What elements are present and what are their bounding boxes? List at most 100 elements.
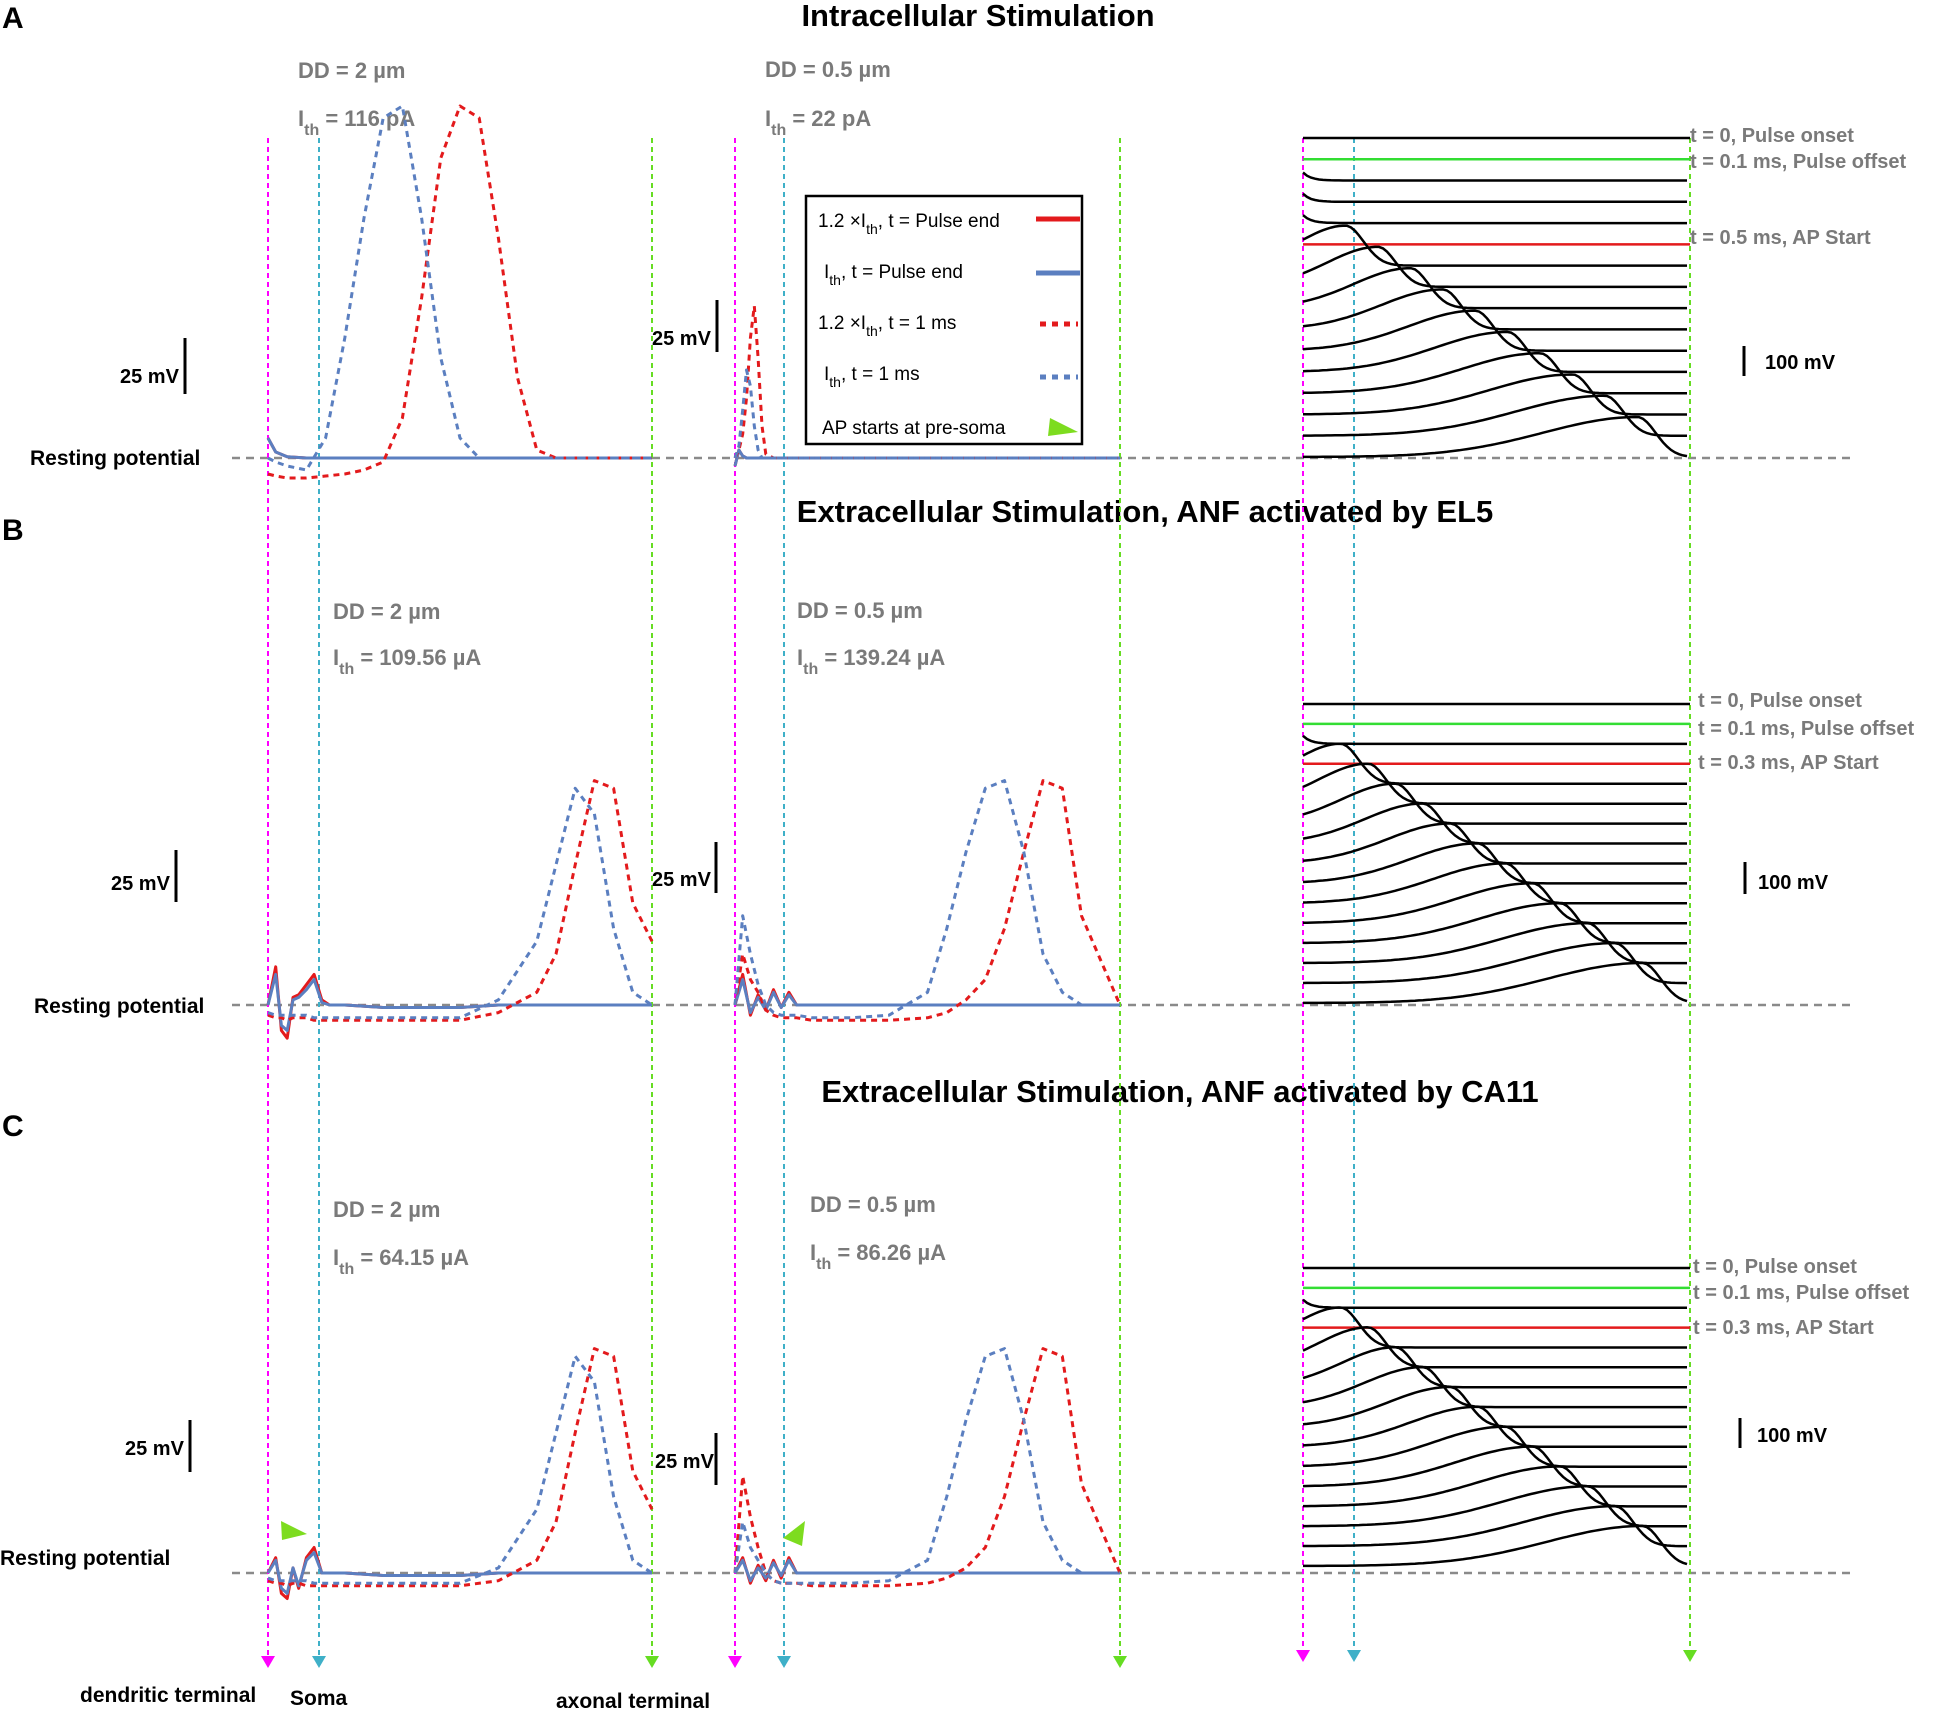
scale-label-a2: 25 mV <box>652 328 712 350</box>
waterfall-a-line-8 <box>1302 266 1687 310</box>
waterfall-c-trace-12 <box>1303 1465 1687 1508</box>
waterfall-c-line-8 <box>1302 1385 1687 1429</box>
waterfall-b-trace-6 <box>1302 782 1687 825</box>
trace-a1-2 <box>267 104 652 480</box>
waterfall-b-trace-9 <box>1302 842 1687 885</box>
soma-line-3-arrow-icon <box>1347 1650 1361 1662</box>
dendritic-line-3-arrow-icon <box>1296 1650 1310 1662</box>
scale-label-b1: 25 mV <box>111 873 171 895</box>
trace-b2-0 <box>733 972 1120 1017</box>
soma-line-2-arrow-icon <box>777 1656 791 1668</box>
waterfall-a-trace-9 <box>1302 288 1687 331</box>
trace-b1-1 <box>266 972 652 1032</box>
waterfall-c-line-4 <box>1302 1306 1687 1349</box>
waterfall-c-line-14 <box>1303 1504 1687 1548</box>
waterfall-a-line-10 <box>1302 309 1687 352</box>
waterfall-b-line-9 <box>1302 842 1687 885</box>
scale-label-c2: 25 mV <box>655 1451 715 1473</box>
waterfall-c-line-15 <box>1303 1524 1688 1568</box>
trace-c2-1 <box>733 1558 1120 1583</box>
panel-label-a: A <box>2 2 24 35</box>
waterfall-b-trace-14 <box>1302 941 1688 985</box>
waterfall-a-line-14 <box>1303 394 1687 437</box>
wf-label-a2: t = 0.5 ms, AP Start <box>1690 227 1871 249</box>
scale-label-c1: 25 mV <box>125 1438 185 1460</box>
soma-line-1-arrow-icon <box>312 1656 326 1668</box>
ap-arrow-c1-icon <box>281 1521 307 1540</box>
waterfall-a-trace-13 <box>1303 373 1687 416</box>
waterfall-b-line-6 <box>1302 782 1687 825</box>
waterfall-b-line-12 <box>1303 901 1687 945</box>
ith-label-a2: Ith = 22 pA <box>765 106 871 139</box>
waterfall-a-trace-6 <box>1302 224 1687 267</box>
scale-label-a1: 25 mV <box>120 366 180 388</box>
axonal-line-3-arrow-icon <box>1683 1650 1697 1662</box>
waterfall-a-line-7 <box>1302 245 1687 289</box>
waterfall-c-trace-5 <box>1302 1326 1687 1369</box>
resting-lines <box>232 456 1855 1575</box>
title-a: Intracellular Stimulation <box>801 0 1154 33</box>
waterfall-a-trace-2 <box>1302 171 1687 182</box>
waterfall-a-line-15 <box>1303 415 1688 459</box>
legend-swatch-arrow-icon <box>1048 418 1078 436</box>
waterfall-a-trace-14 <box>1303 394 1687 437</box>
waterfall-c-trace-2 <box>1302 1298 1687 1309</box>
waterfall-b-line-10 <box>1302 862 1687 905</box>
panel-label-c: C <box>2 1110 24 1143</box>
dendritic-line-1-arrow-icon <box>261 1656 275 1668</box>
ap-arrow-c2-icon <box>783 1521 805 1546</box>
resting-label-b: Resting potential <box>34 995 204 1018</box>
legend-label-1: Ith, t = Pulse end <box>824 262 963 288</box>
axonal-line-1-arrow-icon <box>645 1656 659 1668</box>
dd-label-a1: DD = 2 µm <box>298 58 405 83</box>
waterfall-c-trace-4 <box>1302 1306 1687 1349</box>
waterfall-c-trace-7 <box>1302 1365 1687 1409</box>
dd-label-b1: DD = 2 µm <box>333 599 440 624</box>
ith-label-c2: Ith = 86.26 µA <box>810 1240 946 1273</box>
waterfall-a-trace-8 <box>1302 266 1687 310</box>
waterfall-a-line-12 <box>1302 351 1687 395</box>
trace-b2-2 <box>733 779 1122 1022</box>
dd-label-c2: DD = 0.5 µm <box>810 1192 936 1217</box>
waterfall-a-trace-11 <box>1302 330 1687 374</box>
trace-c2-3 <box>733 1347 1120 1585</box>
ith-label-a1: Ith = 116 pA <box>298 106 415 139</box>
waterfall-a-line-3 <box>1302 192 1687 204</box>
trace-b2-1 <box>733 978 1120 1015</box>
waterfall-b-line-15 <box>1303 961 1688 1005</box>
waterfall-b-trace-15 <box>1303 961 1688 1005</box>
waterfall-c-line-6 <box>1302 1345 1687 1389</box>
wf-label-c2: t = 0.3 ms, AP Start <box>1693 1317 1874 1339</box>
waterfall-c-trace-8 <box>1302 1385 1687 1429</box>
waterfall-b-line-7 <box>1302 802 1687 845</box>
waterfall-c-trace-15 <box>1303 1524 1688 1568</box>
waterfall-c-line-7 <box>1302 1365 1687 1409</box>
wf-label-c1: t = 0.1 ms, Pulse offset <box>1693 1282 1910 1304</box>
waterfall-b-trace-10 <box>1302 862 1687 905</box>
waterfall-b-trace-13 <box>1302 921 1687 965</box>
waterfall-c-trace-10 <box>1302 1425 1687 1468</box>
wf-label-b0: t = 0, Pulse onset <box>1698 690 1862 712</box>
waterfall-a-line-2 <box>1302 171 1687 182</box>
traces <box>266 104 1122 1600</box>
trace-a1-3 <box>267 104 652 472</box>
ith-label-b2: Ith = 139.24 µA <box>797 645 945 678</box>
soma-label: Soma <box>290 1687 348 1710</box>
waterfall-b-line-4 <box>1302 742 1687 785</box>
waterfall-b-line-8 <box>1302 822 1687 865</box>
trace-b1-2 <box>267 779 654 1022</box>
dendritic-line-2-arrow-icon <box>728 1656 742 1668</box>
title-b: Extracellular Stimulation, ANF activated… <box>797 494 1494 529</box>
waterfall-a-line-6 <box>1302 224 1687 267</box>
panel-label-b: B <box>2 514 24 547</box>
axonal-label: axonal terminal <box>556 1690 710 1710</box>
legend-label-3: Ith, t = 1 ms <box>824 364 920 390</box>
waterfall-b-line-11 <box>1302 882 1687 925</box>
legend-box <box>804 194 1084 446</box>
waterfall-c-line-11 <box>1302 1445 1687 1488</box>
waterfall-b-line-5 <box>1302 762 1687 805</box>
waterfall-b-line-14 <box>1302 941 1688 985</box>
legend-label-0: 1.2 ×Ith, t = Pulse end <box>818 211 1000 237</box>
trace-a2-3 <box>733 368 1120 460</box>
scale-label-c3: 100 mV <box>1757 1425 1828 1447</box>
